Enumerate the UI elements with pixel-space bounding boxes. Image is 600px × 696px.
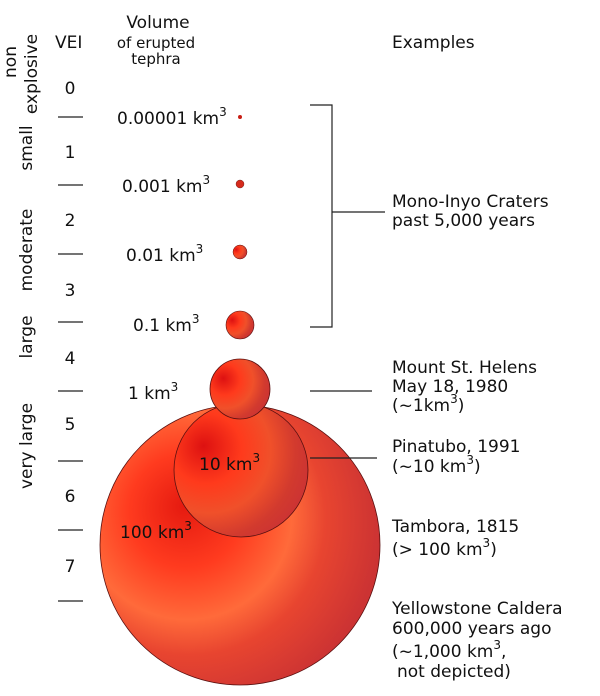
vei-level-3: 3 xyxy=(65,281,76,301)
bubble-0.01-km3 xyxy=(232,244,248,260)
example-pinatubo-line2: (~10 km3) xyxy=(392,453,481,477)
bubble-0.001-km3 xyxy=(235,179,245,189)
volume-label-100: 100 km3 xyxy=(120,519,192,543)
example-mono-inyo-line1: Mono-Inyo Craters xyxy=(392,192,549,212)
example-tambora-line2: (> 100 km3) xyxy=(392,536,497,560)
vei-level-1: 1 xyxy=(65,143,76,163)
volume-subheader-2: tephra xyxy=(131,50,181,68)
volume-label-10: 10 km3 xyxy=(199,451,260,475)
vei-level-6: 6 xyxy=(65,487,76,507)
category-small: small xyxy=(17,125,37,170)
example-pinatubo-line1: Pinatubo, 1991 xyxy=(392,437,521,457)
category-large: large xyxy=(17,315,37,358)
example-mono-inyo-line2: past 5,000 years xyxy=(392,211,535,231)
vei-header: VEI xyxy=(55,33,82,53)
example-yellowstone-line1: Yellowstone Caldera xyxy=(391,599,563,619)
category-moderate: moderate xyxy=(17,209,37,292)
volume-label-0.001: 0.001 km3 xyxy=(122,173,210,197)
example-yellowstone-line2: 600,000 years ago xyxy=(392,619,552,639)
bubble-1-km3 xyxy=(209,358,271,420)
vei-level-4: 4 xyxy=(65,349,76,369)
volume-label-1: 1 km3 xyxy=(128,380,178,404)
volume-subheader-1: of erupted xyxy=(117,34,195,52)
mono-inyo-bracket xyxy=(310,104,385,328)
vei-dividers xyxy=(58,116,83,602)
example-yellowstone-line3: (~1,000 km3, xyxy=(392,638,506,662)
vei-level-0: 0 xyxy=(65,79,76,99)
bubble-0.00001-km3 xyxy=(238,115,242,119)
volume-label-0.1: 0.1 km3 xyxy=(133,312,200,336)
category-very-large: very large xyxy=(17,403,37,489)
vei-level-7: 7 xyxy=(65,557,76,577)
vei-level-5: 5 xyxy=(65,415,76,435)
vei-level-2: 2 xyxy=(65,211,76,231)
example-st-helens-line3: (~1km3) xyxy=(392,392,464,416)
example-yellowstone-line4: not depicted) xyxy=(397,662,511,682)
examples-header: Examples xyxy=(392,33,475,53)
example-tambora-line1: Tambora, 1815 xyxy=(391,517,519,537)
bubble-0.1-km3 xyxy=(225,310,255,340)
category-non-explosive-line1: non xyxy=(1,46,21,78)
volume-header: Volume xyxy=(126,13,189,33)
volume-label-0.01: 0.01 km3 xyxy=(126,242,203,266)
category-non-explosive-line2: explosive xyxy=(22,34,42,114)
example-st-helens-line1: Mount St. Helens xyxy=(392,358,537,378)
volume-label-0.00001: 0.00001 km3 xyxy=(117,105,227,129)
example-st-helens-line2: May 18, 1980 xyxy=(392,377,508,397)
